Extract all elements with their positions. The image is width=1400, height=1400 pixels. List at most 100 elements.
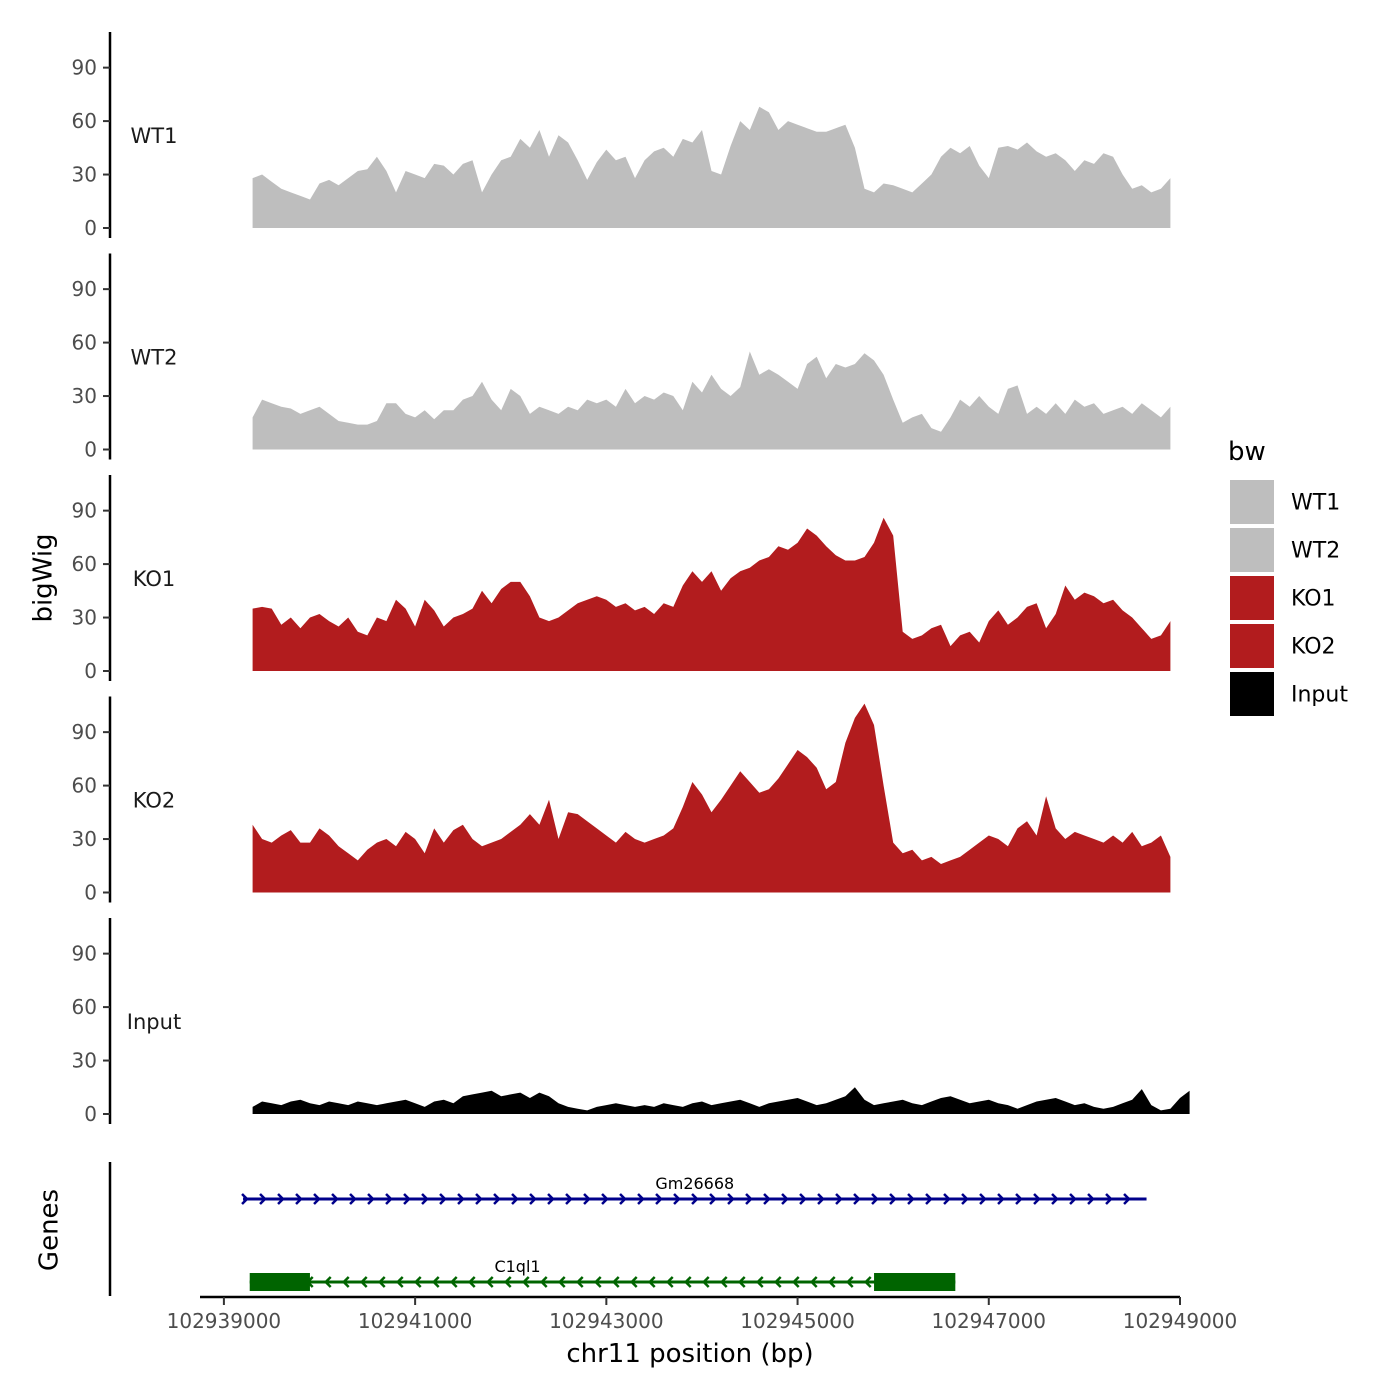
legend-label-wt2: WT2 — [1291, 539, 1340, 564]
gene-c1ql1: C1ql1 — [249, 1257, 956, 1291]
strand-arrow — [817, 1193, 825, 1205]
track-wt1: 0 30 60 90 WT1 — [72, 32, 1171, 240]
bigwig-tracks: 0 30 60 90 WT1 0 30 60 90 WT2 0 30 60 90 KO1 0 30 60 90 KO2… — [72, 32, 1190, 1126]
strand-arrow — [979, 1193, 987, 1205]
strand-arrow — [421, 1193, 429, 1205]
gene-label: C1ql1 — [494, 1257, 540, 1276]
strand-arrow — [485, 1276, 494, 1288]
strand-arrow — [395, 1276, 404, 1288]
strand-arrow — [845, 1276, 854, 1288]
gene-label: Gm26668 — [655, 1174, 734, 1193]
x-axis-title: chr11 position (bp) — [566, 1339, 813, 1369]
strand-arrow — [557, 1276, 566, 1288]
x-tick-label: 102939000 — [167, 1309, 282, 1333]
y-tick-label: 30 — [72, 163, 97, 187]
track-label: KO2 — [133, 789, 176, 813]
strand-arrow — [827, 1276, 836, 1288]
legend-label-ko2: KO2 — [1291, 635, 1336, 660]
strand-arrow — [449, 1276, 458, 1288]
strand-arrow — [719, 1276, 728, 1288]
track-label: WT2 — [131, 346, 178, 370]
strand-arrow — [1051, 1193, 1059, 1205]
strand-arrow — [475, 1193, 483, 1205]
track-ko1: 0 30 60 90 KO1 — [72, 475, 1171, 683]
strand-arrow — [889, 1193, 897, 1205]
strand-arrow — [241, 1193, 249, 1205]
strand-arrow — [565, 1193, 573, 1205]
strand-arrow — [619, 1193, 627, 1205]
strand-arrow — [439, 1193, 447, 1205]
x-tick-label: 102949000 — [1123, 1309, 1238, 1333]
track-label: KO1 — [133, 567, 176, 591]
strand-arrow — [277, 1193, 285, 1205]
y-tick-label: 60 — [72, 331, 97, 355]
strand-arrow — [791, 1276, 800, 1288]
strand-arrow — [467, 1276, 476, 1288]
strand-arrow — [763, 1193, 771, 1205]
legend-swatch-input — [1230, 672, 1274, 716]
y-tick-label: 60 — [72, 774, 97, 798]
strand-arrow — [773, 1276, 782, 1288]
strand-arrow — [1087, 1193, 1095, 1205]
track-wt2: 0 30 60 90 WT2 — [72, 253, 1171, 462]
strand-arrow — [835, 1193, 843, 1205]
y-tick-label: 0 — [84, 1102, 97, 1126]
strand-arrow — [673, 1193, 681, 1205]
strand-arrow — [863, 1276, 872, 1288]
series-area-wt1 — [252, 106, 1171, 228]
x-tick-label: 102941000 — [358, 1309, 473, 1333]
strand-arrow — [871, 1193, 879, 1205]
strand-arrow — [367, 1193, 375, 1205]
y-tick-label: 60 — [72, 995, 97, 1019]
strand-arrow — [925, 1193, 933, 1205]
strand-arrow — [683, 1276, 692, 1288]
strand-arrow — [611, 1276, 620, 1288]
y-tick-label: 90 — [72, 56, 97, 80]
strand-arrow — [961, 1193, 969, 1205]
strand-arrow — [601, 1193, 609, 1205]
y-tick-label: 30 — [72, 1049, 97, 1073]
strand-arrow — [593, 1276, 602, 1288]
y-tick-label: 90 — [72, 942, 97, 966]
strand-arrow — [431, 1276, 440, 1288]
strand-arrow — [295, 1193, 303, 1205]
strand-arrow — [745, 1193, 753, 1205]
y-tick-label: 0 — [84, 216, 97, 240]
y-tick-label: 0 — [84, 438, 97, 462]
strand-arrow — [503, 1276, 512, 1288]
y-tick-label: 30 — [72, 384, 97, 408]
strand-arrow — [701, 1276, 710, 1288]
strand-arrow — [1069, 1193, 1077, 1205]
strand-arrow — [727, 1193, 735, 1205]
track-ko2: 0 30 60 90 KO2 — [72, 696, 1171, 905]
x-tick-label: 102943000 — [549, 1309, 664, 1333]
track-input: 0 30 60 90 Input — [72, 918, 1190, 1126]
strand-arrow — [737, 1276, 746, 1288]
legend-title: bw — [1228, 437, 1266, 467]
gene-gm26668: Gm26668 — [241, 1174, 1147, 1205]
y-tick-label: 60 — [72, 109, 97, 133]
strand-arrow — [1123, 1193, 1131, 1205]
x-tick-label: 102945000 — [740, 1309, 855, 1333]
strand-arrow — [637, 1193, 645, 1205]
strand-arrow — [655, 1193, 663, 1205]
strand-arrow — [521, 1276, 530, 1288]
strand-arrow — [755, 1276, 764, 1288]
strand-arrow — [259, 1193, 267, 1205]
strand-arrow — [809, 1276, 818, 1288]
strand-arrow — [907, 1193, 915, 1205]
strand-arrow — [629, 1276, 638, 1288]
strand-arrow — [1105, 1193, 1113, 1205]
strand-arrow — [331, 1193, 339, 1205]
x-tick-label: 102947000 — [932, 1309, 1047, 1333]
strand-arrow — [997, 1193, 1005, 1205]
track-label: WT1 — [131, 124, 178, 148]
legend-swatch-ko2 — [1230, 624, 1274, 668]
series-area-ko1 — [252, 517, 1171, 671]
legend-label-ko1: KO1 — [1291, 587, 1336, 612]
strand-arrow — [575, 1276, 584, 1288]
strand-arrow — [323, 1276, 332, 1288]
strand-arrow — [493, 1193, 501, 1205]
strand-arrow — [349, 1193, 357, 1205]
